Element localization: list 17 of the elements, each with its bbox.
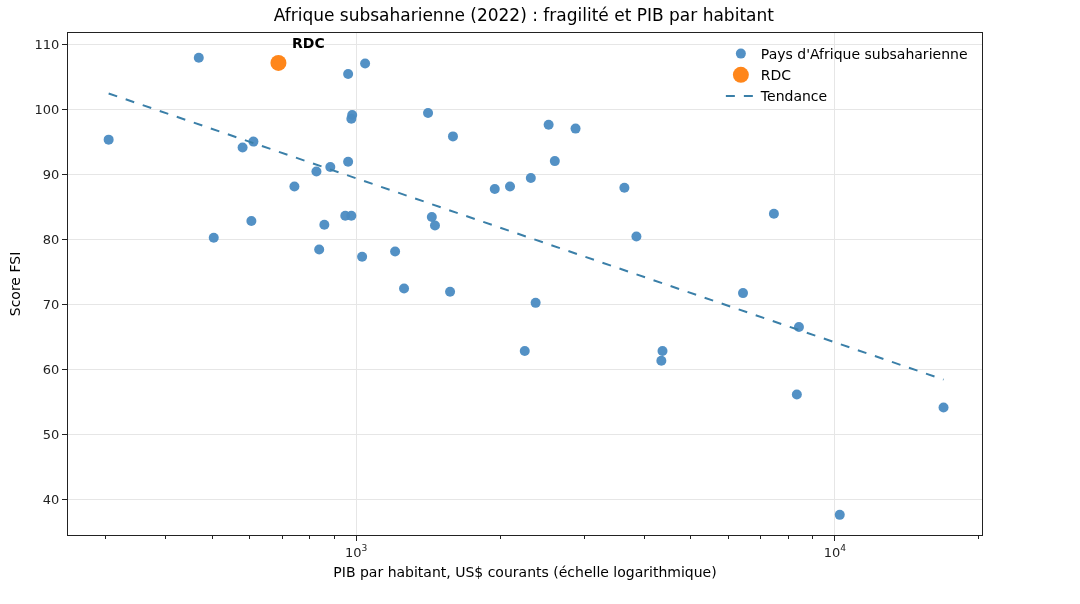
legend-label: RDC	[760, 67, 792, 84]
annotation: RDC	[292, 35, 325, 51]
x-tick-label: 10$^{3}$	[345, 543, 368, 560]
y-tick-label: 60	[42, 362, 60, 378]
y-tick-label: 50	[42, 427, 60, 443]
y-tick-label: 100	[34, 102, 60, 118]
y-tick-label: 80	[42, 232, 60, 248]
y-tick-label: 70	[42, 297, 60, 313]
y-axis-title: Score FSI	[7, 251, 24, 317]
y-tick-label: 110	[34, 37, 60, 53]
y-tick-label: 90	[42, 167, 60, 183]
legend-label: Pays d'Afrique subsaharienne	[760, 46, 968, 63]
legend-label: Tendance	[759, 88, 828, 105]
x-axis-title: PIB par habitant, US$ courants (échelle logarithmique)	[333, 564, 717, 580]
y-tick-label: 40	[42, 492, 60, 508]
chart-title: Afrique subsaharienne (2022) : fragilité et PIB par habitant	[273, 4, 775, 25]
x-tick-label: 10$^{4}$	[823, 543, 847, 560]
